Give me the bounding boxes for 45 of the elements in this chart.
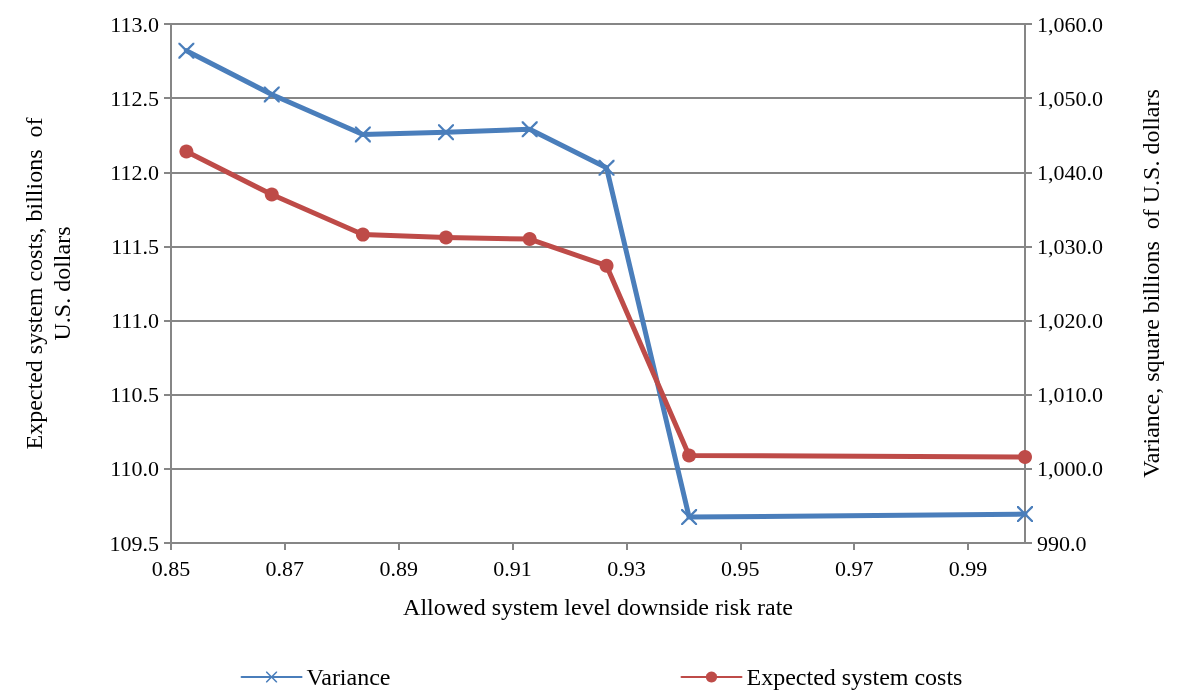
- y2-axis-title: Variance, square billions of U.S. dollars: [1138, 89, 1164, 478]
- point: [439, 230, 453, 245]
- point: [179, 144, 194, 159]
- y2-tick-label: 990.0: [1037, 530, 1087, 556]
- y-tick-label: 112.0: [110, 159, 159, 185]
- y-tick-label: 110.0: [110, 456, 159, 482]
- y2-tick-label: 1,040.0: [1037, 159, 1103, 185]
- point: [263, 86, 280, 103]
- point: [521, 121, 538, 138]
- x-tick-label: 0.97: [834, 555, 874, 581]
- y-tick-label: 112.5: [110, 85, 159, 111]
- y2-tick-label: 1,010.0: [1037, 382, 1103, 408]
- point: [682, 448, 697, 463]
- y-tick-label: 109.5: [109, 530, 159, 556]
- y-tick-label: 113.0: [110, 11, 159, 37]
- point: [522, 232, 537, 247]
- point: [437, 124, 454, 141]
- x-tick-label: 0.95: [721, 555, 760, 581]
- x-tick-label: 0.87: [265, 555, 305, 581]
- legend-label: Expected system costs: [746, 664, 963, 690]
- y2-tick-label: 1,060.0: [1037, 11, 1103, 37]
- x-axis-title: Allowed system level downside risk rate: [403, 594, 793, 620]
- x-tick-label: 0.85: [151, 555, 191, 581]
- y2-tick-label: 1,050.0: [1037, 85, 1103, 111]
- y2-tick-label: 1,020.0: [1037, 308, 1103, 334]
- x-tick-label: 0.93: [607, 555, 646, 581]
- point: [355, 227, 370, 242]
- point: [1018, 450, 1032, 464]
- y-axis-title: Expected system costs, billions of U.S. dollars: [21, 117, 75, 450]
- point: [599, 258, 614, 273]
- y-tick-label: 110.5: [110, 382, 159, 408]
- x-tick-label: 0.89: [379, 555, 418, 581]
- x-tick-label: 0.91: [493, 555, 532, 581]
- y-tick-label: 111.5: [111, 233, 159, 259]
- y2-tick-label: 1,030.0: [1037, 233, 1103, 259]
- x-tick-label: 0.99: [948, 555, 988, 581]
- point: [178, 42, 195, 59]
- y-tick-label: 111.0: [111, 308, 159, 334]
- point: [1017, 506, 1033, 523]
- point: [598, 159, 615, 176]
- point: [681, 509, 698, 526]
- point: [264, 187, 279, 202]
- point: [354, 126, 371, 143]
- legend-label: Variance: [306, 664, 391, 690]
- y2-tick-label: 1,000.0: [1037, 456, 1103, 482]
